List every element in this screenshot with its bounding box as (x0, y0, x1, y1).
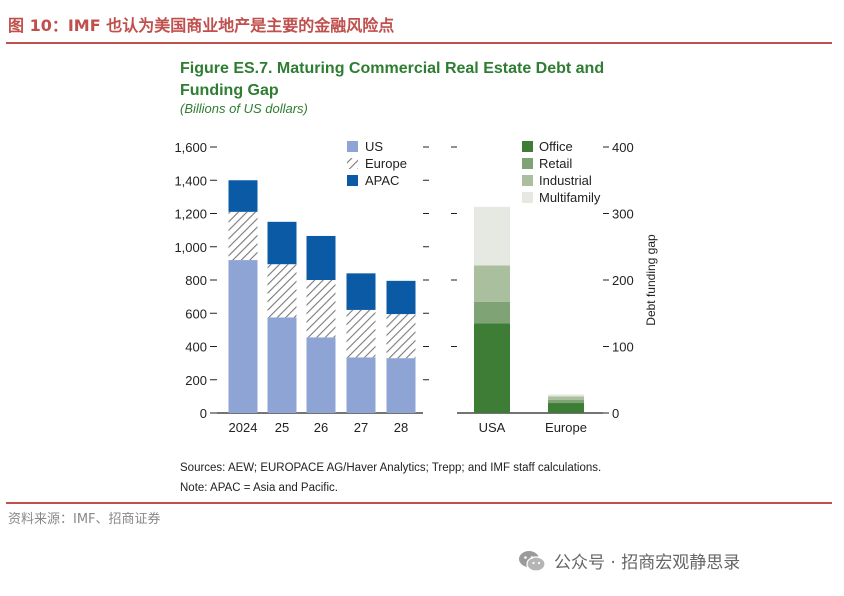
bar-europe (228, 211, 258, 261)
legend-swatch-retail (522, 158, 533, 169)
bar-us (386, 358, 416, 413)
right-x-tick-label: Europe (545, 420, 587, 435)
legend-label-us: US (365, 139, 383, 154)
left-y-tick-label: 1,600 (174, 140, 207, 155)
bar-office (474, 323, 510, 413)
chart-notes: Sources: AEW; EUROPACE AG/Haver Analytic… (180, 458, 601, 498)
sources-note: Sources: AEW; EUROPACE AG/Haver Analytic… (180, 462, 602, 474)
legend-label-apac: APAC (365, 173, 399, 188)
legend-swatch-multifamily (522, 192, 533, 203)
left-x-tick-label: 2024 (229, 420, 258, 435)
bar-office (548, 403, 584, 413)
bar-apac (306, 235, 336, 280)
left-y-tick-label: 1,200 (174, 207, 207, 222)
footer-divider (6, 502, 832, 504)
legend-swatch-industrial (522, 175, 533, 186)
left-y-tick-label: 600 (185, 306, 207, 321)
bar-europe (306, 280, 336, 338)
left-y-tick-label: 400 (185, 340, 207, 355)
left-y-tick-label: 1,000 (174, 240, 207, 255)
bar-apac (267, 221, 297, 265)
left-x-tick-label: 27 (354, 420, 368, 435)
bar-us (267, 317, 297, 413)
bar-multifamily (548, 394, 584, 397)
legend-label-retail: Retail (539, 156, 572, 171)
legend-label-industrial: Industrial (539, 173, 592, 188)
left-y-tick-label: 1,400 (174, 173, 207, 188)
report-header: 图 10：IMF 也认为美国商业地产是主要的金融风险点 (6, 6, 832, 44)
chart-title: Figure ES.7. Maturing Commercial Real Es… (180, 60, 605, 99)
bar-us (306, 337, 336, 413)
right-y-tick-label: 400 (612, 140, 634, 155)
bar-us (346, 357, 376, 413)
left-x-tick-label: 28 (394, 420, 408, 435)
chart-subtitle: (Billions of US dollars) (180, 101, 308, 116)
bar-industrial (548, 396, 584, 400)
watermark-text: 公众号 · 招商宏观静思录 (554, 553, 741, 573)
bar-apac (386, 280, 416, 315)
left-y-tick-label: 800 (185, 273, 207, 288)
bar-industrial (474, 265, 510, 302)
legend-label-multifamily: Multifamily (539, 190, 601, 205)
right-y-axis-label: Debt funding gap (644, 234, 658, 326)
right-x-tick-label: USA (479, 420, 506, 435)
source-note: 资料来源：IMF、招商证券 (8, 512, 161, 527)
legend-swatch-apac (347, 175, 358, 186)
right-y-tick-label: 300 (612, 207, 634, 222)
legend-label-europe: Europe (365, 156, 407, 171)
report-figure-title: 图 10：IMF 也认为美国商业地产是主要的金融风险点 (8, 16, 395, 35)
bar-apac (228, 180, 258, 212)
watermark: 公众号 · 招商宏观静思录 (518, 548, 740, 573)
wechat-icon (519, 550, 546, 572)
legend-swatch-office (522, 141, 533, 152)
bar-retail (548, 399, 584, 404)
legend-label-office: Office (539, 139, 573, 154)
bar-retail (474, 301, 510, 324)
legend-swatch-europe (347, 158, 358, 169)
left-y-tick-label: 0 (200, 406, 207, 421)
legend-swatch-us (347, 141, 358, 152)
bar-multifamily (474, 206, 510, 266)
bar-europe (346, 309, 376, 358)
left-x-tick-label: 26 (314, 420, 328, 435)
right-y-tick-label: 0 (612, 406, 619, 421)
bar-europe (267, 264, 297, 318)
apac-note: Note: APAC = Asia and Pacific. (180, 482, 338, 494)
left-x-tick-label: 25 (275, 420, 289, 435)
right-y-tick-label: 100 (612, 340, 634, 355)
bar-apac (346, 273, 376, 310)
right-y-tick-label: 200 (612, 273, 634, 288)
left-y-tick-label: 200 (185, 373, 207, 388)
bar-europe (386, 314, 416, 359)
bar-us (228, 260, 258, 413)
